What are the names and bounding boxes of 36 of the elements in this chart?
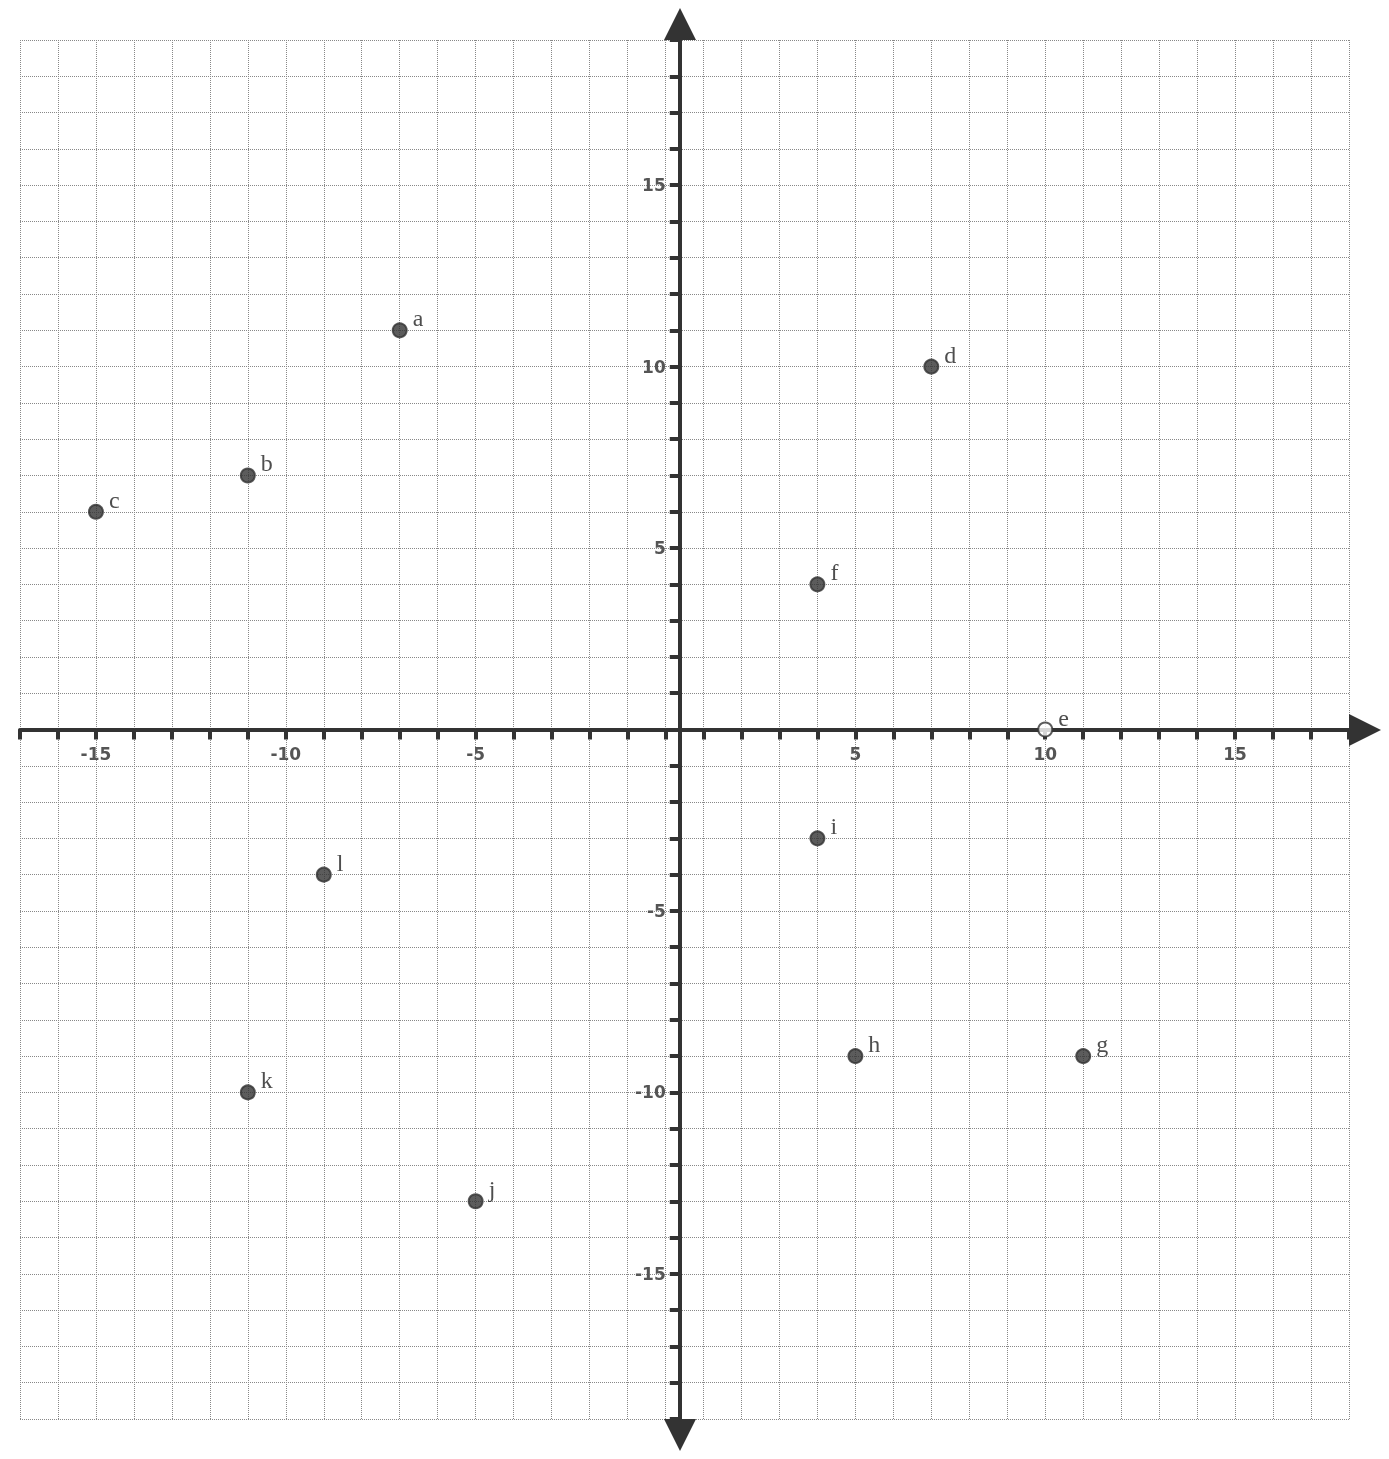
x-tick-label: -10 [270,744,302,764]
y-tick-label: -5 [646,900,666,921]
series-label: k [260,1067,273,1094]
point [315,866,332,883]
series-label: e [1058,704,1069,731]
point [239,467,256,484]
point [1075,1048,1092,1065]
series-label: b [260,450,273,477]
y-tick-label: -10 [635,1082,666,1103]
point [467,1193,484,1210]
point [1037,721,1054,738]
series-label: h [868,1031,881,1058]
x-tick-label: -5 [466,744,486,764]
point [239,1084,256,1101]
series-label: l [336,849,344,876]
x-tick-label: -15 [80,744,112,764]
x-tick-label: 5 [849,744,862,764]
series-label: d [944,341,957,368]
point [847,1048,864,1065]
x-tick-label: 10 [1033,744,1058,764]
series-label: g [1096,1031,1109,1058]
series-label: i [830,813,838,840]
point [809,576,826,593]
series-label: a [412,305,424,332]
y-tick-label: 15 [642,175,666,196]
point [391,322,408,339]
point [923,358,940,375]
point [809,830,826,847]
series-label: f [830,559,839,586]
y-tick-label: 5 [653,538,666,559]
y-tick-label: -15 [635,1263,666,1284]
point [87,503,104,520]
series-label: c [108,486,120,513]
y-tick-label: 10 [642,356,666,377]
x-tick-label: 15 [1223,744,1247,764]
series-label: j [487,1176,496,1203]
